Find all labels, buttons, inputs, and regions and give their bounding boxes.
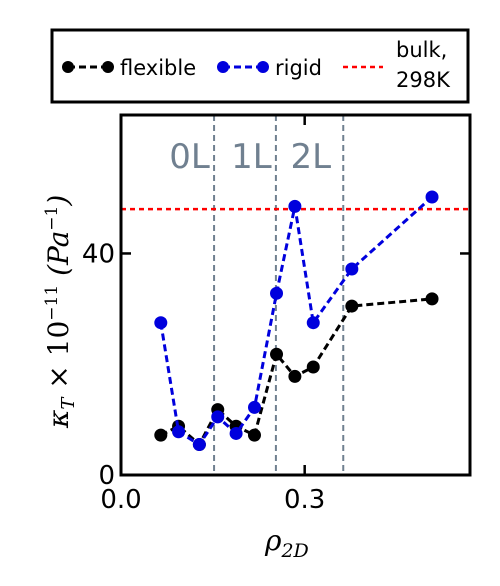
legend-flexible-label: flexible (120, 56, 196, 80)
legend-bulk-label-line2: 298K (396, 68, 451, 92)
legend-rigid-label: rigid (275, 56, 322, 80)
data-point-rigid (306, 316, 320, 330)
data-point-rigid (192, 438, 206, 452)
x-axis-label: ρ2D (264, 524, 309, 562)
series-line-rigid (159, 195, 434, 447)
data-point-flexible (247, 428, 261, 442)
plot-frame (119, 113, 472, 477)
x-tick-label: 0.0 (100, 485, 141, 515)
data-point-rigid (288, 199, 302, 213)
data-point-rigid (345, 262, 359, 276)
legend: flexible rigid bulk, 298K (50, 28, 470, 104)
region-label: 1L (231, 137, 272, 177)
data-point-flexible (288, 369, 302, 383)
data-point-rigid (154, 316, 168, 330)
legend-flexible-marker (62, 61, 74, 73)
region-label: 2L (291, 137, 332, 177)
data-point-flexible (270, 347, 284, 361)
data-point-flexible (154, 428, 168, 442)
data-point-rigid (270, 286, 284, 300)
data-point-flexible (306, 360, 320, 374)
legend-bulk-label-line1: bulk, (396, 38, 447, 62)
data-point-rigid (172, 425, 186, 439)
y-tick-label: 0 (98, 461, 115, 491)
legend-rigid-marker (217, 61, 229, 73)
data-point-flexible (345, 299, 359, 313)
x-tick-label: 0.3 (284, 485, 325, 515)
region-label: 0L (169, 137, 210, 177)
y-tick-label: 40 (82, 239, 115, 269)
legend-flexible-marker (102, 61, 114, 73)
data-point-rigid (229, 426, 243, 440)
data-point-rigid (425, 190, 439, 204)
y-axis-label: κT × 10−11 (Pa−1) (42, 195, 79, 429)
data-point-rigid (211, 410, 225, 424)
data-point-flexible (425, 292, 439, 306)
legend-rigid-marker (257, 61, 269, 73)
y-axis-label-group: κT × 10−11 (Pa−1) (42, 195, 79, 429)
data-point-rigid (247, 400, 261, 414)
